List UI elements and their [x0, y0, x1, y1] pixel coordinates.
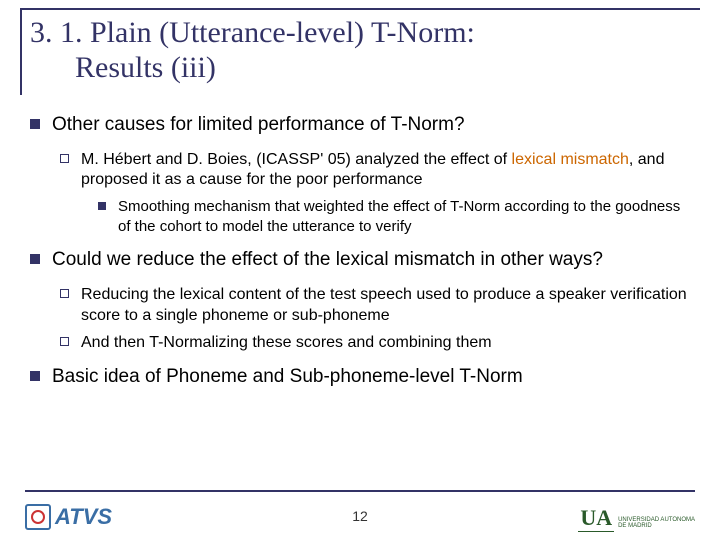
slide: 3. 1. Plain (Utterance-level) T-Norm: Re… — [0, 0, 720, 540]
bullet-level1: Other causes for limited performance of … — [30, 113, 690, 138]
hollow-square-bullet-icon — [60, 289, 69, 298]
atvs-logo-text: ATVS — [55, 504, 112, 530]
text-part: M. Hébert and D. Boies, (ICASSP' 05) ana… — [81, 151, 512, 168]
uam-line2: DE MADRID — [618, 523, 652, 529]
bullet-level2: M. Hébert and D. Boies, (ICASSP' 05) ana… — [60, 150, 690, 192]
hollow-square-bullet-icon — [60, 337, 69, 346]
hollow-square-bullet-icon — [60, 154, 69, 163]
title-line-1: 3. 1. Plain (Utterance-level) T-Norm: — [30, 16, 475, 49]
atvs-logo-icon — [25, 504, 51, 530]
title-line-2: Results (iii) — [75, 51, 216, 84]
bullet-text: Could we reduce the effect of the lexica… — [52, 248, 603, 273]
bullet-text: Reducing the lexical content of the test… — [81, 285, 690, 327]
bullet-text: And then T-Normalizing these scores and … — [81, 333, 492, 354]
slide-title: 3. 1. Plain (Utterance-level) T-Norm: Re… — [30, 16, 700, 85]
bullet-level1: Basic idea of Phoneme and Sub-phoneme-le… — [30, 365, 690, 390]
bullet-text: Basic idea of Phoneme and Sub-phoneme-le… — [52, 365, 523, 390]
square-bullet-icon — [30, 119, 40, 129]
content-area: Other causes for limited performance of … — [20, 113, 700, 390]
bullet-text: Smoothing mechanism that weighted the ef… — [118, 197, 690, 236]
uam-logo-text: UNIVERSIDAD AUTONOMA DE MADRID — [618, 517, 695, 532]
bullet-text: M. Hébert and D. Boies, (ICASSP' 05) ana… — [81, 150, 690, 192]
uam-logo: UA UNIVERSIDAD AUTONOMA DE MADRID — [578, 505, 695, 532]
square-bullet-icon — [30, 371, 40, 381]
page-number: 12 — [352, 508, 368, 524]
bullet-level2: Reducing the lexical content of the test… — [60, 285, 690, 327]
bullet-level2: And then T-Normalizing these scores and … — [60, 333, 690, 354]
square-bullet-icon — [30, 254, 40, 264]
title-container: 3. 1. Plain (Utterance-level) T-Norm: Re… — [20, 8, 700, 95]
atvs-logo: ATVS — [25, 504, 112, 530]
highlight-text: lexical mismatch — [512, 151, 629, 168]
footer-divider — [25, 490, 695, 492]
bullet-level1: Could we reduce the effect of the lexica… — [30, 248, 690, 273]
bullet-text: Other causes for limited performance of … — [52, 113, 465, 138]
uam-logo-ua: UA — [578, 505, 614, 532]
bullet-level3: Smoothing mechanism that weighted the ef… — [98, 197, 690, 236]
square-bullet-icon — [98, 202, 106, 210]
